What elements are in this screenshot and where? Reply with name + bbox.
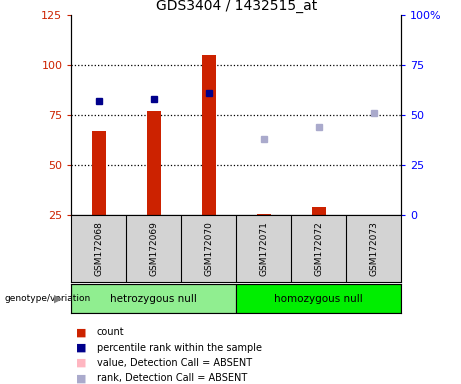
Text: hetrozygous null: hetrozygous null xyxy=(111,293,197,304)
Bar xyxy=(236,284,401,313)
Title: GDS3404 / 1432515_at: GDS3404 / 1432515_at xyxy=(156,0,317,13)
Text: homozygous null: homozygous null xyxy=(274,293,363,304)
Text: GSM172069: GSM172069 xyxy=(149,221,159,276)
Text: count: count xyxy=(97,327,124,337)
Bar xyxy=(202,55,216,215)
Text: genotype/variation: genotype/variation xyxy=(5,294,91,303)
Text: rank, Detection Call = ABSENT: rank, Detection Call = ABSENT xyxy=(97,373,247,383)
Text: ■: ■ xyxy=(76,327,87,337)
Bar xyxy=(71,284,236,313)
Text: ■: ■ xyxy=(76,373,87,383)
Text: GSM172072: GSM172072 xyxy=(314,221,323,276)
Bar xyxy=(257,214,271,215)
Bar xyxy=(312,207,325,215)
Text: value, Detection Call = ABSENT: value, Detection Call = ABSENT xyxy=(97,358,252,368)
Text: ■: ■ xyxy=(76,343,87,353)
Text: percentile rank within the sample: percentile rank within the sample xyxy=(97,343,262,353)
Text: GSM172068: GSM172068 xyxy=(95,221,103,276)
Text: GSM172070: GSM172070 xyxy=(204,221,213,276)
Text: ■: ■ xyxy=(76,358,87,368)
Text: GSM172071: GSM172071 xyxy=(259,221,268,276)
Bar xyxy=(92,131,106,215)
Bar xyxy=(147,111,161,215)
Text: GSM172073: GSM172073 xyxy=(369,221,378,276)
Text: ▶: ▶ xyxy=(54,293,62,304)
